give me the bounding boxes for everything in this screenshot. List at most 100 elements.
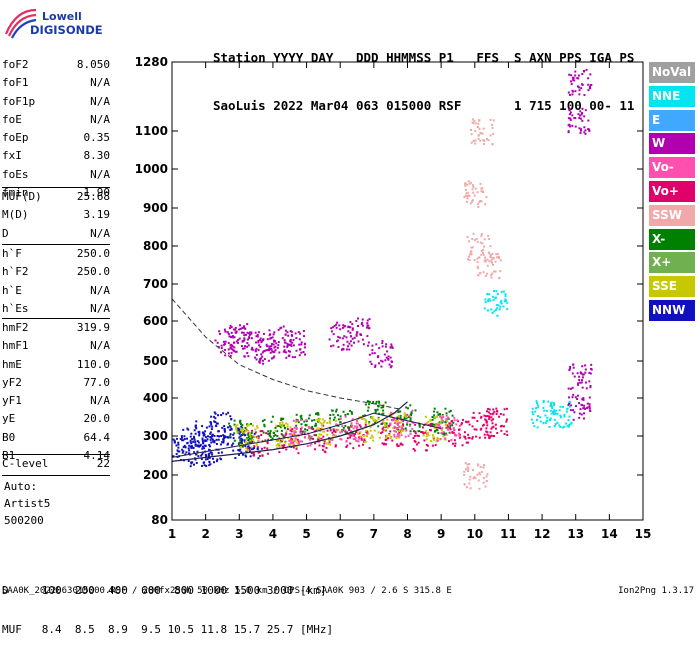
echo-dot: [205, 426, 208, 429]
echo-dot: [281, 440, 284, 443]
echo-dot: [484, 274, 487, 277]
echo-dot: [358, 437, 361, 440]
echo-dot: [230, 347, 233, 350]
echo-dot: [275, 342, 278, 345]
echo-dot: [305, 418, 308, 421]
echo-dot: [344, 430, 347, 433]
echo-dot: [581, 386, 584, 389]
echo-dot: [263, 358, 266, 361]
echo-dot: [309, 438, 312, 441]
echo-dot: [576, 372, 579, 375]
echo-dot: [490, 427, 493, 430]
echo-dot: [572, 393, 575, 396]
echo-dot: [239, 423, 242, 426]
echo-dot: [403, 413, 406, 416]
echo-dot: [476, 191, 479, 194]
echo-dot: [368, 318, 371, 321]
echo-dot: [440, 432, 443, 435]
echo-dot: [329, 443, 332, 446]
echo-dot: [366, 324, 369, 327]
echo-dot: [229, 346, 232, 349]
echo-dot: [483, 307, 486, 310]
echo-dot: [303, 346, 306, 349]
echo-dot: [320, 422, 323, 425]
echo-dot: [241, 445, 244, 448]
echo-dot: [490, 416, 493, 419]
echo-dot: [232, 433, 235, 436]
echo-dot: [587, 128, 590, 131]
params-group-3: h`F 250.0 h`F2 250.0 h`E N/A h`Es N/A: [2, 245, 110, 318]
autoscale-line-3: 500200: [4, 514, 44, 527]
x-tick-label: 8: [403, 527, 411, 541]
echo-dot: [217, 414, 220, 417]
echo-dot: [431, 424, 434, 427]
echo-dot: [438, 412, 441, 415]
echo-dot: [262, 431, 265, 434]
echo-dot: [238, 449, 241, 452]
x-tick-label: 14: [601, 527, 618, 541]
echo-dot: [219, 351, 222, 354]
echo-dot: [468, 478, 471, 481]
echo-dot: [450, 421, 453, 424]
echo-dot: [474, 139, 477, 142]
echo-dot: [355, 427, 358, 430]
echo-dot: [341, 337, 344, 340]
echo-dot: [210, 437, 213, 440]
echo-dot: [488, 238, 491, 241]
echo-dot: [188, 449, 191, 452]
echo-dot: [321, 448, 324, 451]
echo-dot: [305, 424, 308, 427]
echo-dot: [363, 441, 366, 444]
echo-dot: [382, 412, 385, 415]
echo-dot: [463, 470, 466, 473]
echo-dot: [500, 290, 503, 293]
echo-dot: [489, 255, 492, 258]
echo-dot: [208, 461, 211, 464]
echo-dot: [539, 420, 542, 423]
echo-dot: [290, 330, 293, 333]
echo-dot: [499, 425, 502, 428]
echo-dot: [581, 107, 584, 110]
echo-dot: [318, 433, 321, 436]
echo-dot: [272, 333, 275, 336]
param-name: foE: [2, 112, 22, 126]
echo-dot: [317, 413, 320, 416]
echo-dot: [389, 356, 392, 359]
echo-dot: [441, 432, 444, 435]
echo-dot: [270, 342, 273, 345]
echo-dot: [471, 468, 474, 471]
echo-dot: [365, 419, 368, 422]
echo-dot: [367, 422, 370, 425]
software-version: Ion2Png 1.3.17: [618, 586, 694, 596]
echo-dot: [451, 442, 454, 445]
echo-dot: [468, 423, 471, 426]
echo-dot: [568, 73, 571, 76]
echo-dot: [418, 423, 421, 426]
echo-dot: [225, 413, 228, 416]
echo-dot: [250, 437, 253, 440]
echo-dot: [267, 432, 270, 435]
echo-dot: [390, 436, 393, 439]
echo-dot: [250, 431, 253, 434]
echo-dot: [257, 349, 260, 352]
polarization-legend: NoVal NNE E W Vo- Vo+ SSW X- X+ SSE NNW: [649, 62, 695, 324]
echo-dot: [431, 416, 434, 419]
echo-dot: [399, 429, 402, 432]
param-name: foEs: [2, 167, 29, 181]
echo-dot: [270, 336, 273, 339]
echo-dot: [389, 366, 392, 369]
echo-dot: [488, 408, 491, 411]
echo-dot: [368, 421, 371, 424]
echo-dot: [270, 357, 273, 360]
echo-dot: [253, 445, 256, 448]
echo-dot: [577, 74, 580, 77]
echo-dot: [470, 200, 473, 203]
echo-dot: [364, 423, 367, 426]
echo-dot: [377, 431, 380, 434]
echo-dot: [492, 270, 495, 273]
echo-dot: [417, 430, 420, 433]
echo-dot: [251, 440, 254, 443]
echo-dot: [259, 359, 262, 362]
echo-dot: [235, 427, 238, 430]
echo-dot: [487, 309, 490, 312]
